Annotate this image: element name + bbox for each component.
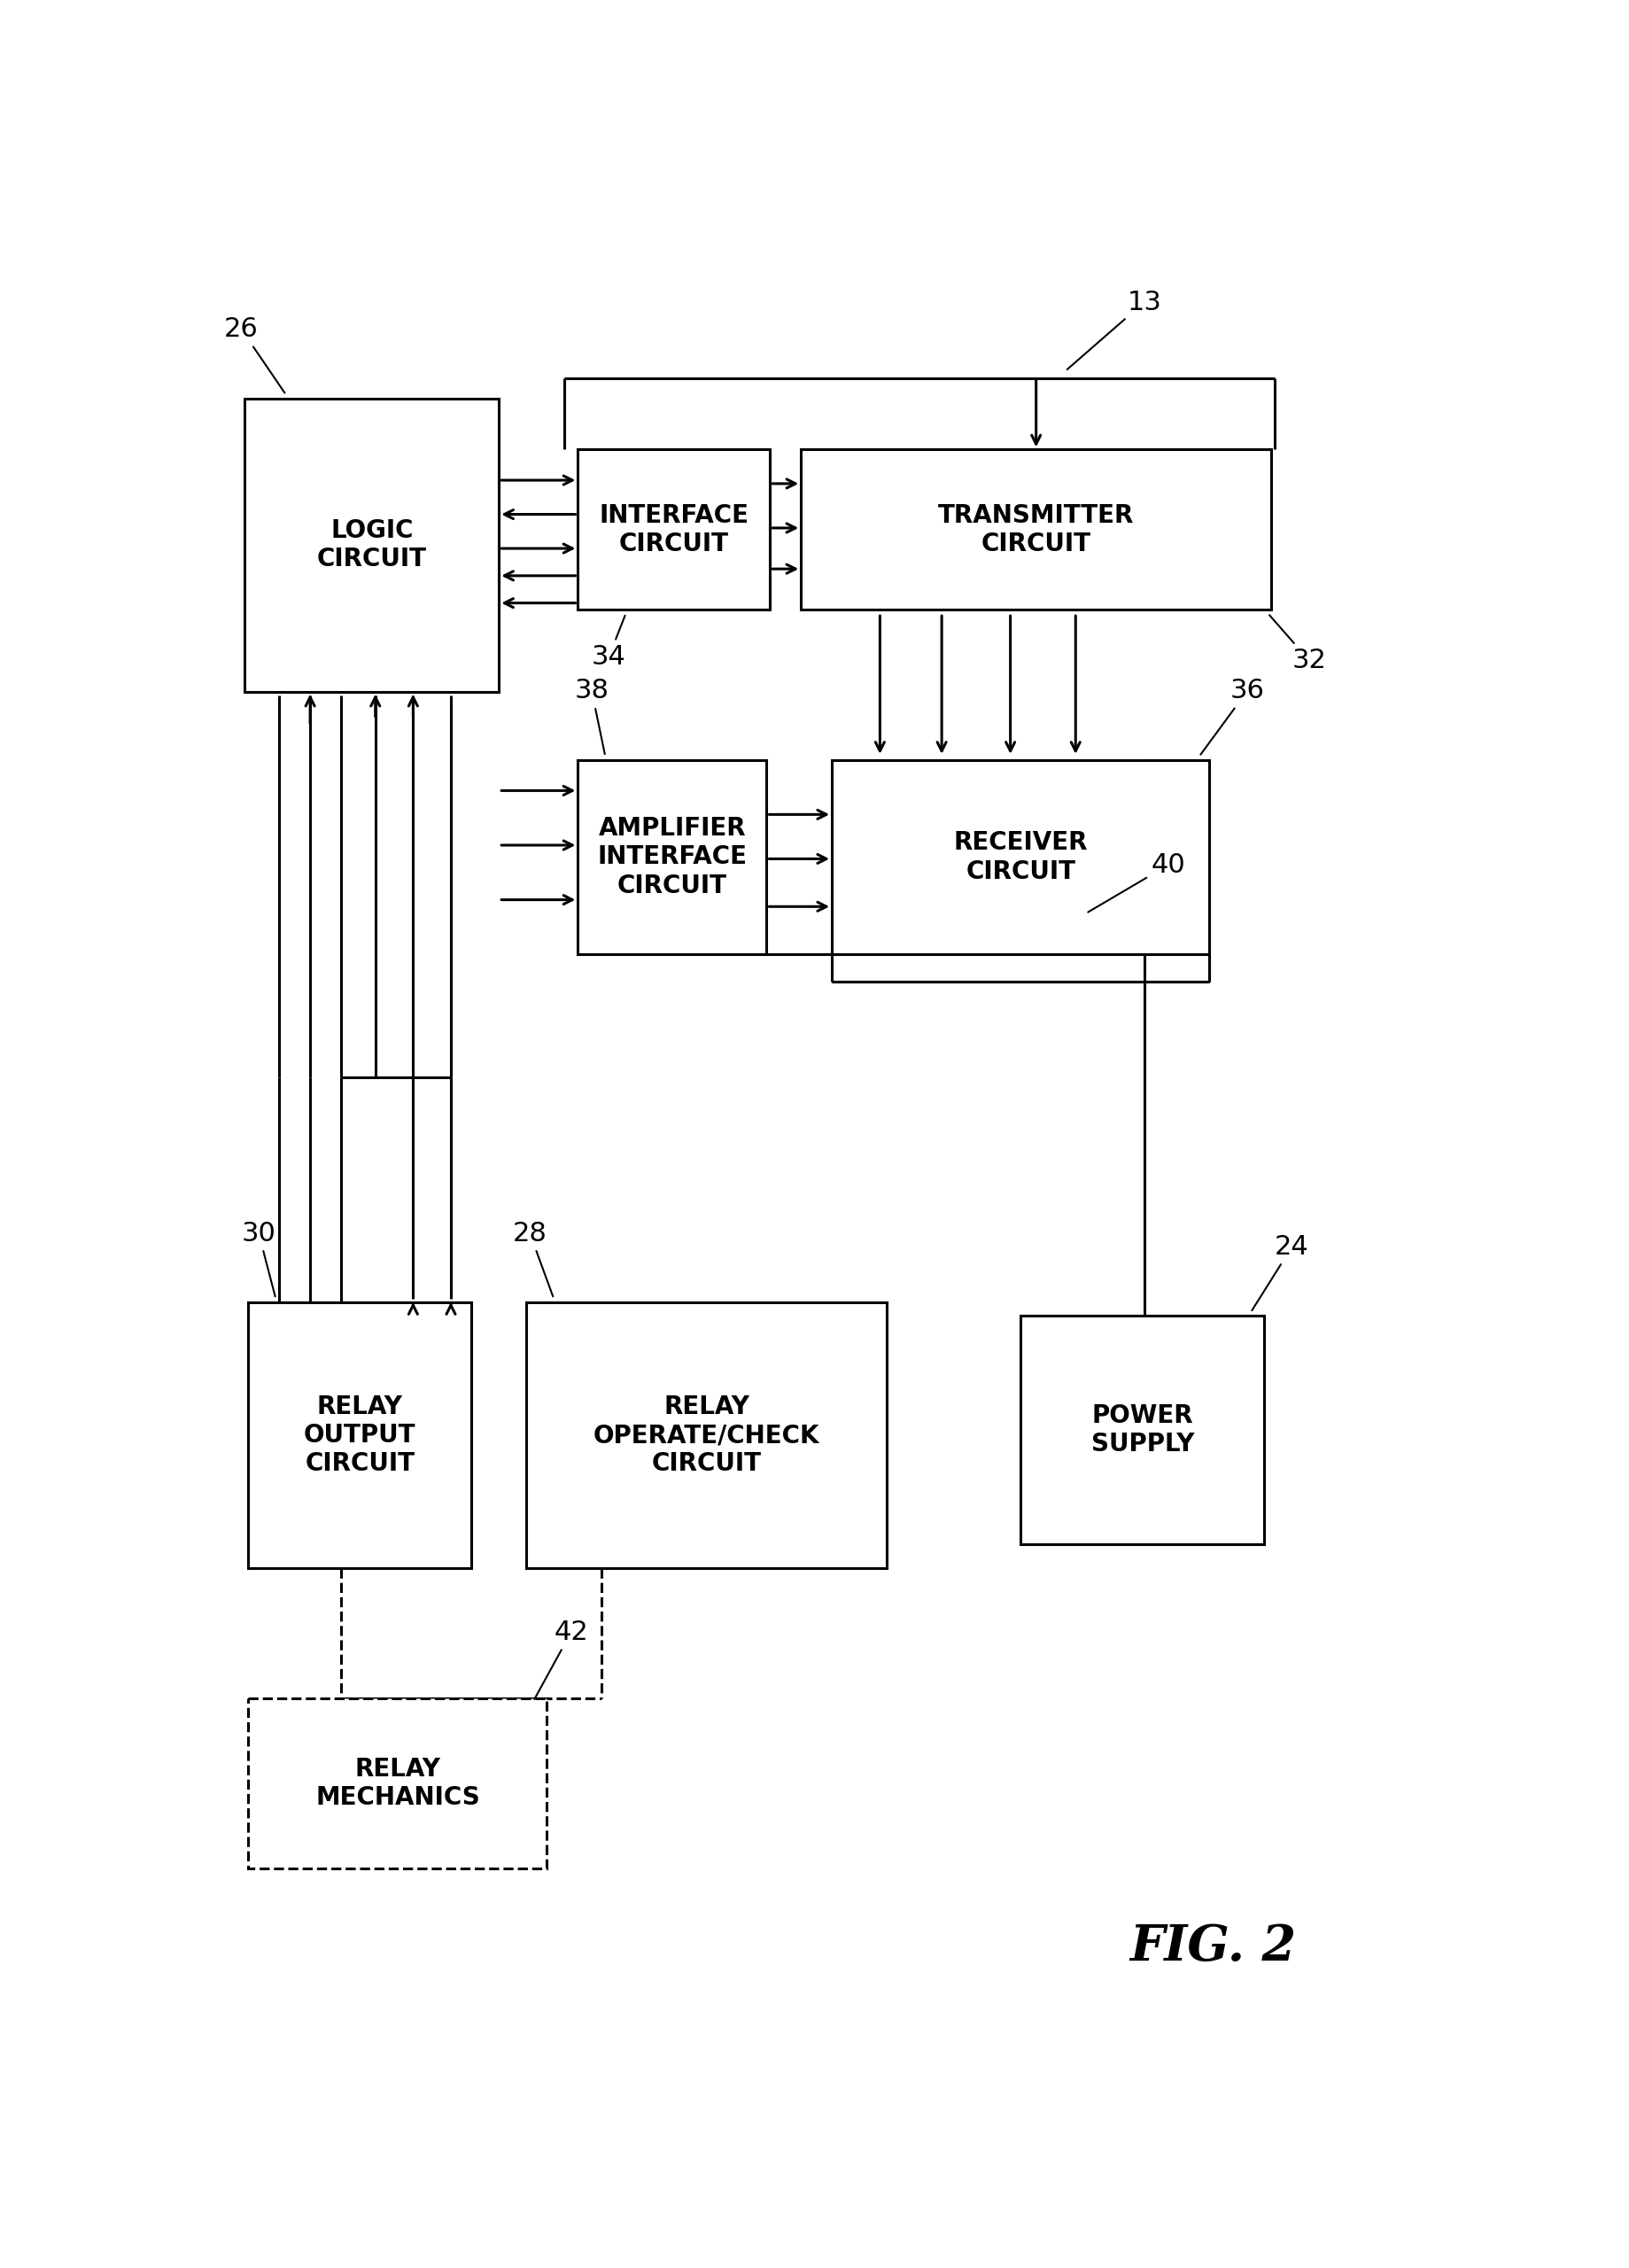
Bar — [248, 1302, 471, 1567]
Text: FIG. 2: FIG. 2 — [1129, 1923, 1295, 1971]
Bar — [800, 449, 1271, 610]
Text: 38: 38 — [573, 678, 609, 753]
Bar — [578, 449, 769, 610]
Text: RELAY
MECHANICS: RELAY MECHANICS — [316, 1755, 479, 1810]
Text: 34: 34 — [591, 615, 626, 669]
Bar — [831, 760, 1209, 955]
Text: RECEIVER
CIRCUIT: RECEIVER CIRCUIT — [953, 830, 1087, 885]
Text: 13: 13 — [1067, 290, 1161, 370]
Text: POWER
SUPPLY: POWER SUPPLY — [1090, 1404, 1194, 1456]
Text: 40: 40 — [1088, 853, 1184, 912]
Text: 28: 28 — [513, 1220, 552, 1297]
Text: 32: 32 — [1269, 615, 1326, 674]
Bar — [526, 1302, 886, 1567]
Bar — [1020, 1315, 1264, 1545]
Text: 30: 30 — [241, 1220, 275, 1297]
Text: 36: 36 — [1201, 678, 1264, 755]
Bar — [578, 760, 766, 955]
Text: 42: 42 — [534, 1619, 588, 1699]
Text: RELAY
OUTPUT
CIRCUIT: RELAY OUTPUT CIRCUIT — [303, 1395, 415, 1476]
Text: RELAY
OPERATE/CHECK
CIRCUIT: RELAY OPERATE/CHECK CIRCUIT — [593, 1395, 819, 1476]
Text: 24: 24 — [1251, 1234, 1308, 1311]
Text: 26: 26 — [225, 318, 285, 392]
Text: INTERFACE
CIRCUIT: INTERFACE CIRCUIT — [599, 503, 748, 556]
Bar — [244, 399, 498, 692]
Text: LOGIC
CIRCUIT: LOGIC CIRCUIT — [316, 519, 427, 572]
Bar — [248, 1699, 547, 1869]
Text: TRANSMITTER
CIRCUIT: TRANSMITTER CIRCUIT — [938, 503, 1134, 556]
Text: AMPLIFIER
INTERFACE
CIRCUIT: AMPLIFIER INTERFACE CIRCUIT — [598, 816, 746, 898]
